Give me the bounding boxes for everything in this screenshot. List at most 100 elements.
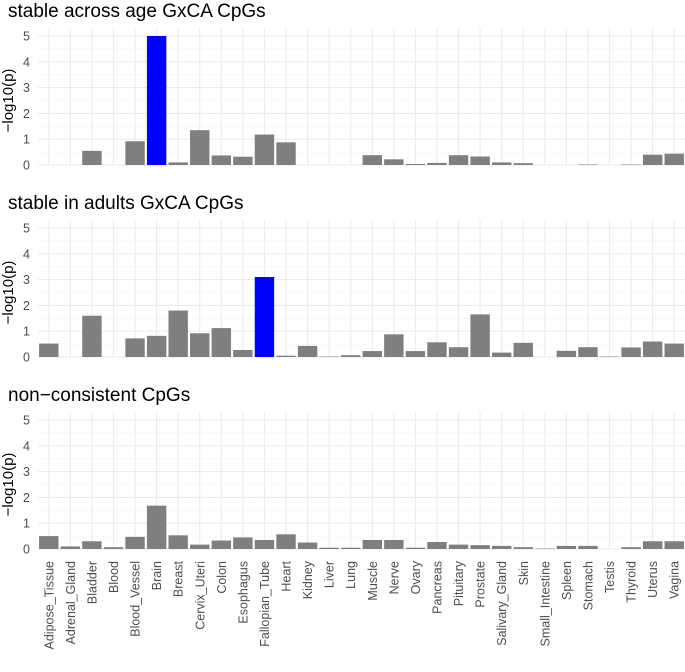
bar-brain xyxy=(146,335,167,357)
bar-skin xyxy=(513,342,533,357)
bar-prostate xyxy=(470,156,490,165)
bar-salivary-gland xyxy=(491,545,512,549)
bar-adrenal-gland xyxy=(60,546,81,549)
x-tick-label-skin: Skin xyxy=(517,561,531,585)
x-tick-label-vagina: Vagina xyxy=(668,561,682,599)
bar-muscle xyxy=(362,351,382,357)
panel-3: 0 1 2 3 4 5 −log10(p) non−consistent CpGs xyxy=(0,385,685,557)
bar-vagina xyxy=(664,343,684,357)
y-tick-label: 2 xyxy=(23,491,30,505)
bar-prostate xyxy=(470,314,490,357)
bar-cervix-uteri xyxy=(190,333,210,357)
bar-blood xyxy=(103,547,124,549)
y-tick-label: 0 xyxy=(23,351,30,365)
x-tick-label-salivary-gland: Salivary_Gland xyxy=(495,561,509,646)
x-tick-label-spleen: Spleen xyxy=(560,561,574,600)
bar-ovary xyxy=(405,547,426,549)
bar-nerve xyxy=(384,334,404,357)
x-tick-label-stomach: Stomach xyxy=(581,561,595,610)
y-tick-label: 1 xyxy=(23,325,30,339)
bar-breast xyxy=(168,310,188,357)
bar-pituitary xyxy=(448,544,469,549)
x-tick-label-blood: Blood xyxy=(107,561,121,593)
y-tick-label: 4 xyxy=(23,439,30,453)
x-tick-label-nerve: Nerve xyxy=(387,561,401,594)
bar-kidney xyxy=(297,542,318,549)
x-tick-label-pancreas: Pancreas xyxy=(430,561,444,614)
bar-muscle xyxy=(362,539,382,549)
y-tick-label: 3 xyxy=(23,465,30,479)
bar-breast xyxy=(168,535,188,549)
bar-pituitary xyxy=(448,155,469,165)
bar-kidney xyxy=(297,345,318,357)
x-tick-label-ovary: Ovary xyxy=(409,560,423,594)
bar-thyroid xyxy=(621,347,641,357)
bar-lung xyxy=(341,355,361,357)
bar-ovary xyxy=(405,351,426,357)
bar-nerve xyxy=(384,159,404,165)
bar-vagina xyxy=(664,541,684,549)
panel-title: stable across age GxCA CpGs xyxy=(8,1,266,22)
x-tick-label-colon: Colon xyxy=(215,561,229,594)
bar-pancreas xyxy=(427,342,447,357)
bar-thyroid xyxy=(621,164,641,165)
bar-pituitary xyxy=(448,347,469,357)
y-tick-label: 5 xyxy=(23,222,30,236)
y-tick-label: 1 xyxy=(23,133,30,147)
bar-bladder xyxy=(82,315,102,357)
bar-thyroid xyxy=(621,547,641,549)
bar-fallopian-tube xyxy=(254,277,275,357)
bar-adipose-tissue xyxy=(39,343,59,357)
bar-blood-vessel xyxy=(125,141,145,165)
x-tick-label-adipose-tissue: Adipose_Tissue xyxy=(42,561,56,650)
x-tick-label-brain: Brain xyxy=(150,561,164,590)
bar-cervix-uteri xyxy=(190,130,210,165)
bar-salivary-gland xyxy=(491,352,512,357)
y-tick-label: 5 xyxy=(23,30,30,44)
bar-liver xyxy=(319,356,339,357)
bar-esophagus xyxy=(233,350,253,357)
bar-colon xyxy=(211,328,232,357)
x-tick-label-cervix-uteri: Cervix_Uteri xyxy=(193,561,207,630)
bar-stomach xyxy=(578,545,598,549)
x-tick-label-liver: Liver xyxy=(323,561,337,588)
bar-testis xyxy=(599,356,620,357)
x-tick-label-thyroid: Thyroid xyxy=(625,561,639,603)
y-tick-label: 0 xyxy=(23,543,30,557)
y-tick-label: 4 xyxy=(23,247,30,261)
bar-blood-vessel xyxy=(125,338,145,357)
bar-lung xyxy=(341,547,361,549)
bar-fallopian-tube xyxy=(254,134,275,165)
x-tick-label-lung: Lung xyxy=(344,561,358,589)
y-tick-label: 0 xyxy=(23,159,30,173)
bar-stomach xyxy=(578,347,598,357)
bar-esophagus xyxy=(233,156,253,165)
x-tick-label-breast: Breast xyxy=(172,560,186,597)
bar-colon xyxy=(211,540,232,549)
x-tick-label-esophagus: Esophagus xyxy=(236,561,250,624)
bar-breast xyxy=(168,162,188,165)
bar-prostate xyxy=(470,545,490,549)
bar-muscle xyxy=(362,155,382,165)
panel-title: stable in adults GxCA CpGs xyxy=(8,193,244,214)
bar-small-intestine xyxy=(535,548,555,549)
bar-brain xyxy=(146,505,167,549)
bar-salivary-gland xyxy=(491,162,512,165)
y-axis-title: −log10(p) xyxy=(0,261,17,325)
y-tick-label: 3 xyxy=(23,273,30,287)
panel-title: non−consistent CpGs xyxy=(8,385,190,406)
x-tick-label-kidney: Kidney xyxy=(301,560,315,599)
y-tick-label: 3 xyxy=(23,81,30,95)
bar-spleen xyxy=(556,545,577,549)
bar-adipose-tissue xyxy=(39,536,59,549)
y-axis-title: −log10(p) xyxy=(0,69,17,133)
bar-nerve xyxy=(384,539,404,549)
bar-esophagus xyxy=(233,537,253,549)
panel-2: 0 1 2 3 4 5 −log10(p) stable in adults GxCA CpG… xyxy=(0,193,685,365)
bar-stomach xyxy=(578,164,598,165)
bar-colon xyxy=(211,155,232,165)
bar-spleen xyxy=(556,350,577,357)
x-tick-label-pituitary: Pituitary xyxy=(452,560,466,606)
x-tick-label-muscle: Muscle xyxy=(366,561,380,601)
